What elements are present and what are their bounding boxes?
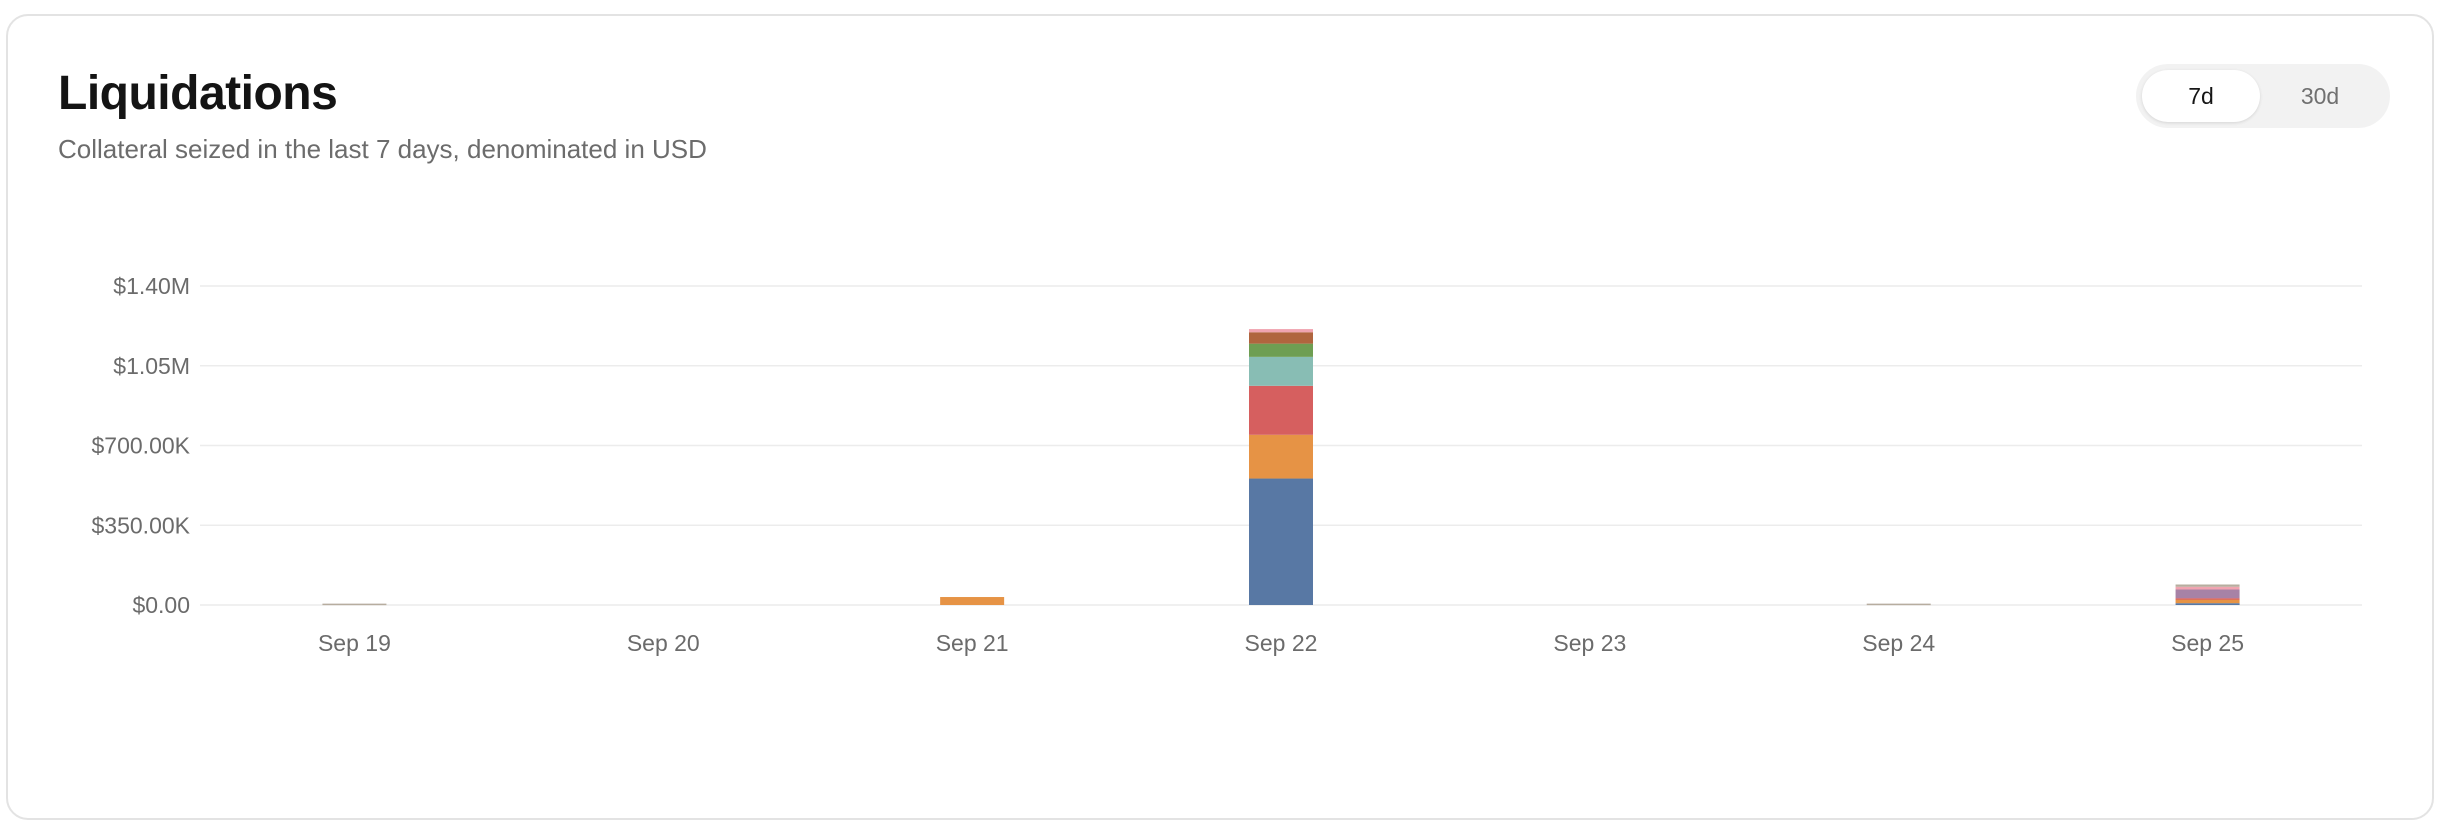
- liquidations-card: Liquidations Collateral seized in the la…: [6, 14, 2434, 820]
- x-tick-label: Sep 20: [627, 630, 700, 656]
- page-title: Liquidations: [58, 67, 338, 120]
- x-tick-label: Sep 25: [2171, 630, 2244, 656]
- bar-segment[interactable]: [1249, 434, 1313, 479]
- x-tick-label: Sep 22: [1245, 630, 1318, 656]
- range-7d-button[interactable]: 7d: [2142, 70, 2260, 122]
- y-tick-label: $1.40M: [113, 273, 190, 299]
- range-30d-button[interactable]: 30d: [2261, 70, 2379, 122]
- bar-segment[interactable]: [2175, 589, 2240, 599]
- bar-segment[interactable]: [322, 603, 387, 606]
- bar-segment[interactable]: [2175, 599, 2240, 604]
- y-axis: $0.00 $350.00K $700.00K $1.05M $1.40M: [92, 273, 191, 618]
- y-tick-label: $0.00: [132, 592, 190, 618]
- x-tick-label: Sep 21: [936, 630, 1009, 656]
- bar-segment[interactable]: [2175, 603, 2240, 605]
- chart-bars: [322, 329, 2240, 606]
- chart-subtitle: Collateral seized in the last 7 days, de…: [58, 134, 707, 164]
- y-tick-label: $350.00K: [92, 512, 191, 538]
- range-toggle: 7d 30d: [2136, 64, 2390, 128]
- bar-segment[interactable]: [1866, 603, 1931, 606]
- bar-segment[interactable]: [1249, 332, 1313, 344]
- bar-segment[interactable]: [1249, 478, 1313, 605]
- bar-segment[interactable]: [940, 597, 1005, 605]
- x-tick-label: Sep 24: [1862, 630, 1935, 656]
- y-tick-label: $1.05M: [113, 353, 190, 379]
- x-tick-label: Sep 23: [1553, 630, 1626, 656]
- bar-segment[interactable]: [1249, 356, 1313, 386]
- bar-segment[interactable]: [1249, 385, 1313, 435]
- y-tick-label: $700.00K: [92, 433, 191, 459]
- bar-segment[interactable]: [2175, 584, 2240, 587]
- bar-segment[interactable]: [1249, 329, 1313, 333]
- bar-segment[interactable]: [2175, 586, 2240, 590]
- bar-segment[interactable]: [2175, 598, 2240, 600]
- x-tick-label: Sep 19: [318, 630, 391, 656]
- x-axis: Sep 19 Sep 20 Sep 21 Sep 22 Sep 23 Sep 24 Sep …: [318, 630, 2244, 656]
- bar-segment[interactable]: [1249, 343, 1313, 357]
